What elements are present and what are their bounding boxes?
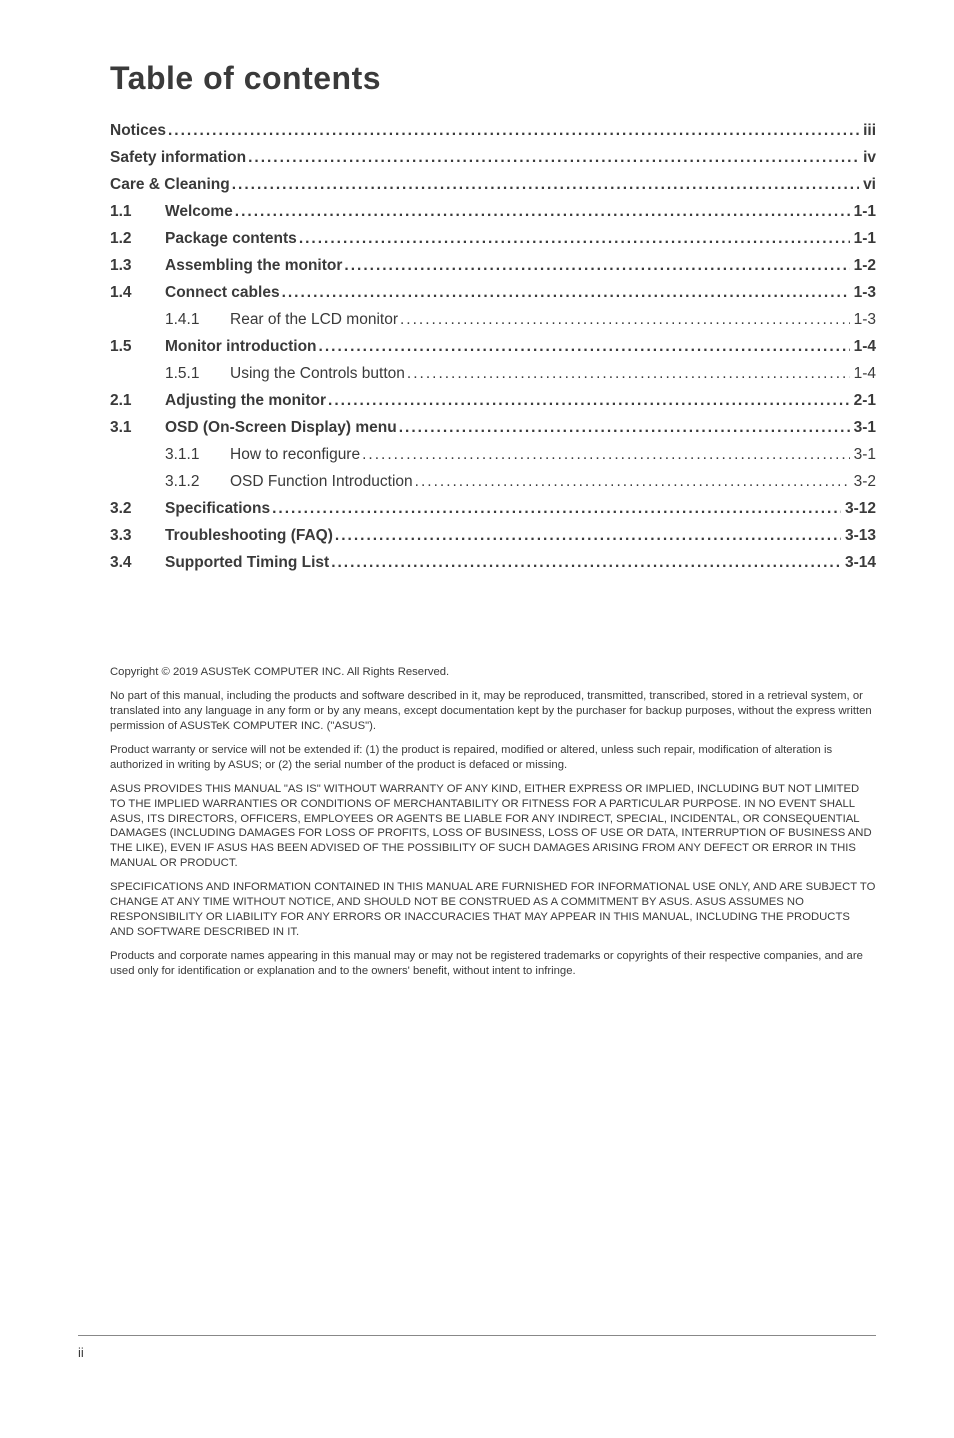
fine-print: Copyright © 2019 ASUSTeK COMPUTER INC. A… xyxy=(110,665,876,978)
toc-dots xyxy=(400,308,850,332)
toc-label: Troubleshooting (FAQ) xyxy=(165,524,335,548)
toc-dots xyxy=(399,416,850,440)
toc-dots xyxy=(299,227,850,251)
toc-section-number: 3.1 xyxy=(110,416,165,440)
toc-entry: 1.3Assembling the monitor 1-2 xyxy=(110,254,876,278)
toc-dots xyxy=(362,443,850,467)
toc-dots xyxy=(235,200,850,224)
toc-page: 3-1 xyxy=(850,443,876,467)
page-title: Table of contents xyxy=(110,60,876,97)
toc-dots xyxy=(232,173,859,197)
toc-dots xyxy=(344,254,849,278)
toc-page: 1-1 xyxy=(850,227,876,251)
toc-entry: 3.3Troubleshooting (FAQ) 3-13 xyxy=(110,524,876,548)
toc-dots xyxy=(335,524,841,548)
toc-subentry: 3.1.1How to reconfigure 3-1 xyxy=(110,443,876,467)
toc-page: vi xyxy=(859,173,876,197)
toc-page: 3-14 xyxy=(841,551,876,575)
toc-entry: Notices iii xyxy=(110,119,876,143)
toc-page: 3-13 xyxy=(841,524,876,548)
toc-label: Package contents xyxy=(165,227,299,251)
toc-subsection-number: 3.1.2 xyxy=(165,470,230,494)
toc-entry: Safety information iv xyxy=(110,146,876,170)
toc-page: iv xyxy=(859,146,876,170)
toc-page: 1-1 xyxy=(850,200,876,224)
toc-dots xyxy=(328,389,850,413)
toc-label: OSD (On-Screen Display) menu xyxy=(165,416,399,440)
toc-label: Connect cables xyxy=(165,281,282,305)
toc-label: Assembling the monitor xyxy=(165,254,344,278)
toc-dots xyxy=(415,470,850,494)
toc-label: Specifications xyxy=(165,497,272,521)
toc-entry: 3.1OSD (On-Screen Display) menu 3-1 xyxy=(110,416,876,440)
toc-page: 3-12 xyxy=(841,497,876,521)
toc-section-number: 1.5 xyxy=(110,335,165,359)
fine-print-paragraph: SPECIFICATIONS AND INFORMATION CONTAINED… xyxy=(110,880,876,940)
toc-dots xyxy=(407,362,850,386)
footer-page-number: ii xyxy=(78,1345,84,1360)
toc-dots xyxy=(331,551,841,575)
toc-dots xyxy=(248,146,859,170)
toc-section-number: 3.2 xyxy=(110,497,165,521)
toc-subsection-number: 1.4.1 xyxy=(165,308,230,332)
toc-section-number: 1.2 xyxy=(110,227,165,251)
toc-entry: 2.1Adjusting the monitor 2-1 xyxy=(110,389,876,413)
toc-entry: Care & Cleaning vi xyxy=(110,173,876,197)
fine-print-paragraph: Products and corporate names appearing i… xyxy=(110,949,876,979)
toc-subsection-number: 3.1.1 xyxy=(165,443,230,467)
toc-page: 3-1 xyxy=(850,416,876,440)
toc-section-number: 2.1 xyxy=(110,389,165,413)
fine-print-paragraph: Product warranty or service will not be … xyxy=(110,743,876,773)
toc-label: Notices xyxy=(110,119,168,143)
toc-subentry: 3.1.2OSD Function Introduction 3-2 xyxy=(110,470,876,494)
toc-page: 1-2 xyxy=(850,254,876,278)
table-of-contents: Notices iii Safety information iv Care & C… xyxy=(110,119,876,575)
toc-section-number: 1.3 xyxy=(110,254,165,278)
toc-subsection-number: 1.5.1 xyxy=(165,362,230,386)
toc-dots xyxy=(319,335,850,359)
fine-print-paragraph: ASUS PROVIDES THIS MANUAL "AS IS" WITHOU… xyxy=(110,782,876,871)
toc-dots xyxy=(168,119,859,143)
toc-dots xyxy=(282,281,850,305)
toc-label: Rear of the LCD monitor xyxy=(230,308,400,332)
toc-label: Welcome xyxy=(165,200,235,224)
toc-dots xyxy=(272,497,841,521)
toc-entry: 1.2Package contents 1-1 xyxy=(110,227,876,251)
fine-print-paragraph: No part of this manual, including the pr… xyxy=(110,689,876,734)
toc-subentry: 1.5.1Using the Controls button 1-4 xyxy=(110,362,876,386)
toc-page: 1-3 xyxy=(850,281,876,305)
toc-page: 2-1 xyxy=(850,389,876,413)
toc-section-number: 3.3 xyxy=(110,524,165,548)
toc-page: 1-4 xyxy=(850,335,876,359)
toc-page: 1-3 xyxy=(850,308,876,332)
toc-label: Using the Controls button xyxy=(230,362,407,386)
toc-entry: 3.4Supported Timing List 3-14 xyxy=(110,551,876,575)
toc-label: Supported Timing List xyxy=(165,551,331,575)
toc-entry: 3.2Specifications 3-12 xyxy=(110,497,876,521)
toc-page: iii xyxy=(859,119,876,143)
toc-subentry: 1.4.1Rear of the LCD monitor 1-3 xyxy=(110,308,876,332)
fine-print-paragraph: Copyright © 2019 ASUSTeK COMPUTER INC. A… xyxy=(110,665,876,680)
toc-entry: 1.4Connect cables 1-3 xyxy=(110,281,876,305)
toc-section-number: 3.4 xyxy=(110,551,165,575)
toc-label: Adjusting the monitor xyxy=(165,389,328,413)
toc-entry: 1.1Welcome 1-1 xyxy=(110,200,876,224)
toc-label: Care & Cleaning xyxy=(110,173,232,197)
toc-section-number: 1.1 xyxy=(110,200,165,224)
toc-page: 1-4 xyxy=(850,362,876,386)
toc-label: Safety information xyxy=(110,146,248,170)
toc-label: Monitor introduction xyxy=(165,335,319,359)
toc-label: OSD Function Introduction xyxy=(230,470,415,494)
toc-page: 3-2 xyxy=(850,470,876,494)
toc-entry: 1.5Monitor introduction 1-4 xyxy=(110,335,876,359)
toc-label: How to reconfigure xyxy=(230,443,362,467)
footer-divider xyxy=(78,1335,876,1336)
toc-section-number: 1.4 xyxy=(110,281,165,305)
